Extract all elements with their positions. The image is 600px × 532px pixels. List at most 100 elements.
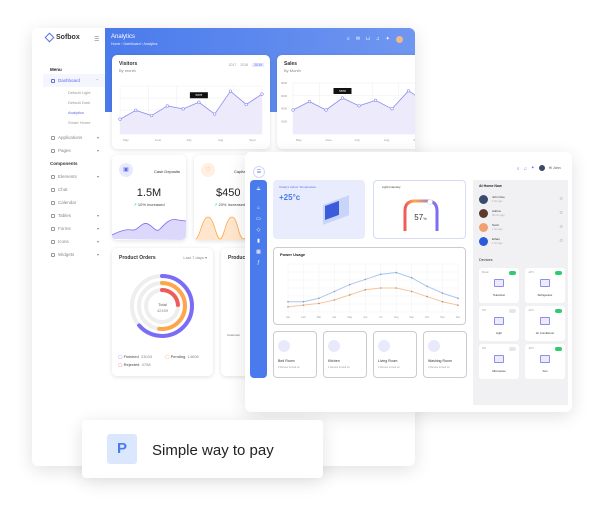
- x-tick-label: Oct: [425, 316, 429, 319]
- device-toggle[interactable]: [509, 309, 516, 313]
- nav-list: Dashboard ⌃ Default Light Default Dark An…: [43, 74, 105, 261]
- device-toggle[interactable]: [555, 309, 562, 313]
- data-point: [287, 300, 289, 303]
- person-item[interactable]: Scott 1 hrs ago ✆: [479, 222, 563, 234]
- header-icons: ⌕ ✉ ⊔ ♫ ✦: [347, 36, 403, 43]
- x-tick-label: Apr: [332, 316, 336, 319]
- data-point: [426, 295, 428, 298]
- avatar: [479, 223, 488, 232]
- x-tick-label: Nov: [440, 316, 445, 319]
- data-point: [457, 304, 459, 306]
- sidebar-item-applications[interactable]: Applications ▾: [43, 131, 105, 144]
- x-tick-label: May: [123, 138, 129, 142]
- sidebar-item-dashboard[interactable]: Dashboard ⌃: [43, 74, 105, 87]
- bell-icon[interactable]: ♫: [375, 36, 380, 42]
- avatar[interactable]: [395, 36, 403, 43]
- room-icon: [378, 340, 390, 352]
- series-area: [293, 90, 415, 134]
- phone-icon[interactable]: ✆: [559, 210, 563, 215]
- menu-toggle-button[interactable]: ☰: [253, 166, 265, 178]
- avatar: [479, 237, 488, 246]
- sidebar-item-calendar[interactable]: Calendar: [43, 196, 105, 209]
- temperature-card: Today's Indoor Temperature +25°c: [273, 180, 365, 239]
- sidebar-item-tables[interactable]: Tables ▾: [43, 209, 105, 222]
- mail-icon[interactable]: ✉: [355, 36, 361, 42]
- bell-icon[interactable]: ♫: [523, 165, 527, 171]
- breadcrumb: Home › Dashboard › Analytics: [111, 42, 158, 46]
- device-card[interactable]: Off Microwave: [479, 344, 519, 379]
- sidebar-item-pages[interactable]: Pages ▾: [43, 144, 105, 157]
- sidebar-item-widgets[interactable]: Widgets ▾: [43, 248, 105, 261]
- tooltip: [189, 92, 208, 99]
- device-card[interactable]: -18°c Refrigerator: [525, 268, 565, 303]
- x-tick-label: Dec: [456, 316, 461, 319]
- device-toggle[interactable]: [509, 271, 516, 275]
- person-item[interactable]: Ethan 1 hrs ago ✆: [479, 236, 563, 248]
- person-item[interactable]: Adrina 30 min ago ✆: [479, 208, 563, 220]
- device-toggle[interactable]: [555, 271, 562, 275]
- room-card[interactable]: Bed Room 4 Device turned on: [273, 331, 317, 378]
- device-card[interactable]: -18°c Fan: [525, 344, 565, 379]
- smart-home-window: ☰ ⟁ ⌂ ▭ ◇ ▮ ▦ ƒ ⌕ ♫ ✦ Hi John Today's Indoor Tem…: [245, 152, 572, 412]
- logo-icon: [44, 32, 55, 43]
- x-tick-label: Mar: [317, 316, 321, 319]
- text-icon[interactable]: ƒ: [257, 260, 260, 266]
- monitor-icon[interactable]: ▭: [256, 216, 261, 222]
- sidebar-sub-default-light[interactable]: Default Light: [68, 89, 91, 95]
- info-icon[interactable]: ▮: [257, 238, 260, 244]
- phone-icon[interactable]: ✆: [559, 224, 563, 229]
- data-point: [426, 285, 428, 288]
- home-icon[interactable]: ⌂: [256, 205, 261, 211]
- tab-2019[interactable]: 2019: [252, 63, 264, 67]
- data-point: [165, 104, 169, 108]
- shield-icon[interactable]: ◇: [256, 227, 261, 233]
- page-title: Analytics: [111, 34, 136, 40]
- search-icon[interactable]: ⌕: [517, 165, 520, 171]
- device-toggle[interactable]: [555, 347, 562, 351]
- room-icon: [278, 340, 290, 352]
- legend-finished: ◯ Finished 23043: [118, 354, 153, 359]
- data-point: [457, 297, 459, 300]
- data-point: [302, 304, 305, 306]
- tab-2017[interactable]: 2017: [228, 63, 237, 67]
- data-point: [244, 102, 248, 107]
- settings-icon[interactable]: ✦: [530, 165, 535, 170]
- cash-area-chart: [112, 218, 186, 240]
- sidebar-item-icons[interactable]: Icons ▾: [43, 235, 105, 248]
- device-card[interactable]: Music Television: [479, 268, 519, 303]
- person-item[interactable]: John Doe 2 hrs ago ✆: [479, 194, 563, 206]
- device-card[interactable]: -20°c Air Conditioner: [525, 306, 565, 341]
- room-card[interactable]: Washing Room 3 Device turned on: [423, 331, 467, 378]
- search-icon[interactable]: ⌕: [347, 36, 350, 42]
- menu-toggle-icon[interactable]: ☰: [94, 37, 100, 43]
- data-point: [441, 292, 444, 294]
- product-orders-card: Product Orders Last 7 days ▾ Total 42459…: [112, 248, 213, 376]
- room-card[interactable]: Kitchen 1 Device turned on: [323, 331, 367, 378]
- grid-icon[interactable]: ▦: [256, 249, 261, 255]
- settings-icon[interactable]: ✦: [385, 36, 390, 42]
- light-intensity-card: Light Intensity 57%: [373, 180, 466, 239]
- data-point: [410, 290, 413, 293]
- device-card[interactable]: Off Light: [479, 306, 519, 341]
- light-gauge: [403, 199, 439, 231]
- x-tick-label: Sept: [249, 138, 255, 142]
- x-tick-label: Aug: [394, 316, 399, 319]
- phone-icon[interactable]: ✆: [559, 238, 563, 243]
- sidebar-item-chat[interactable]: Chat: [43, 183, 105, 196]
- capital-area-chart: [194, 216, 254, 240]
- device-icon: [540, 317, 550, 325]
- sidebar-item-forms[interactable]: Forms ▾: [43, 222, 105, 235]
- room-card[interactable]: Living Room 2 Device turned on: [373, 331, 417, 378]
- tab-2018[interactable]: 2018: [240, 63, 249, 67]
- period-dropdown[interactable]: Last 7 days ▾: [183, 255, 207, 260]
- sidebar-item-elements[interactable]: Elements ▾: [43, 170, 105, 183]
- avatar[interactable]: [538, 165, 545, 171]
- device-toggle[interactable]: [509, 347, 516, 351]
- phone-icon[interactable]: ✆: [559, 196, 563, 201]
- cash-deposits-card: ▣ Cash Deposits 1.5M ↗ 10% Increased: [112, 155, 186, 240]
- cart-icon[interactable]: ⊔: [366, 36, 370, 42]
- sidebar-sub-default-dark[interactable]: Default Dark: [68, 99, 91, 105]
- visitors-card: Visitors By month 2017 2018 2019 May June Ju…: [112, 55, 270, 149]
- sidebar-sub-analytics[interactable]: Analytics: [68, 109, 85, 115]
- sidebar-sub-smart-home[interactable]: Smart Home: [68, 119, 91, 125]
